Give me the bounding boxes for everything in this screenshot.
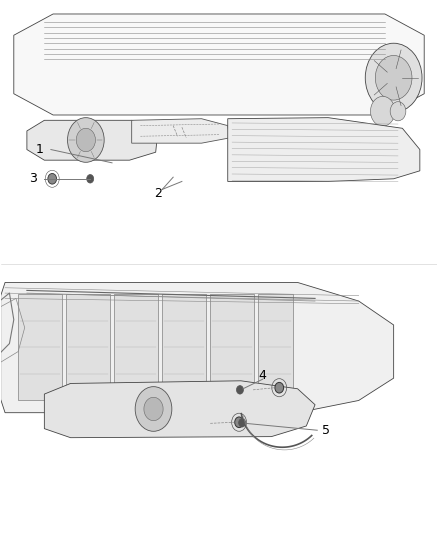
Text: 1: 1: [36, 143, 44, 156]
Circle shape: [365, 43, 422, 112]
Circle shape: [144, 397, 163, 421]
Circle shape: [375, 55, 412, 100]
Polygon shape: [27, 120, 158, 160]
Bar: [258, 294, 293, 400]
Polygon shape: [1, 282, 394, 413]
Text: 2: 2: [154, 187, 162, 200]
Polygon shape: [132, 119, 230, 143]
Bar: [162, 294, 206, 400]
Circle shape: [239, 418, 246, 427]
Bar: [114, 294, 158, 400]
Circle shape: [48, 173, 57, 184]
Bar: [66, 294, 110, 400]
Polygon shape: [44, 381, 315, 438]
Polygon shape: [228, 118, 420, 181]
Circle shape: [275, 382, 284, 393]
Text: 5: 5: [322, 424, 330, 437]
Bar: [18, 294, 62, 400]
Circle shape: [76, 128, 95, 152]
Circle shape: [371, 96, 395, 126]
Text: 3: 3: [29, 172, 37, 185]
Circle shape: [235, 417, 244, 427]
Circle shape: [390, 102, 406, 121]
Circle shape: [237, 385, 244, 394]
Circle shape: [135, 386, 172, 431]
Bar: [210, 294, 254, 400]
Text: 4: 4: [259, 369, 267, 382]
Polygon shape: [14, 14, 424, 115]
Circle shape: [87, 174, 94, 183]
Circle shape: [67, 118, 104, 163]
